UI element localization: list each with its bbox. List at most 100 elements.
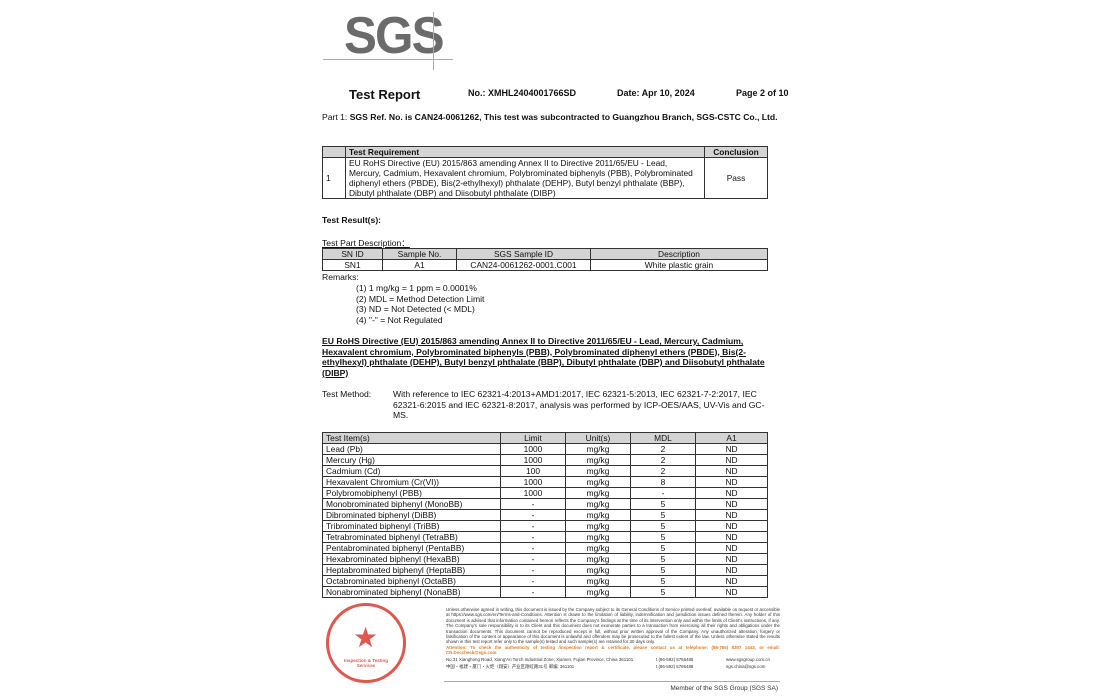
cell: ND (695, 531, 768, 543)
sgs-logo: SGS (344, 7, 445, 65)
table-row: Pentabrominated biphenyl (PentaBB) - mg/kg… (322, 542, 768, 554)
page-number: Page 2 of 10 (736, 88, 789, 98)
requirement-text: EU RoHS Directive (EU) 2015/863 amending… (345, 157, 705, 199)
cell: mg/kg (565, 542, 631, 554)
cell: mg/kg (565, 586, 631, 598)
address-en: No.31 Xianghong Road, Xiang'An Torch Ind… (446, 656, 634, 662)
col-header: Conclusion (704, 146, 768, 158)
col-header: MDL (630, 432, 696, 444)
table-row: Octabrominated biphenyl (OctaBB) - mg/kg 5 N… (322, 575, 768, 587)
part1-note: Part 1: SGS Ref. No. is CAN24-0061262, T… (322, 112, 778, 123)
attention-text: Attention: To check the authenticity of … (446, 644, 780, 656)
cell: - (500, 498, 566, 510)
cell: mg/kg (565, 498, 631, 510)
cell: 2 (630, 465, 696, 477)
cell: 1000 (500, 443, 566, 455)
cell: 2 (630, 443, 696, 455)
cell: ND (695, 476, 768, 488)
section-heading: EU RoHS Directive (EU) 2015/863 amending… (322, 336, 765, 378)
table-row: Hexavalent Chromium (Cr(VI)) 1000 mg/kg 8 ND (322, 476, 768, 488)
cell: Hexabrominated biphenyl (HexaBB) (322, 553, 501, 565)
cell: ND (695, 542, 768, 554)
cell: mg/kg (565, 476, 631, 488)
logo-horizontal-rule (323, 59, 453, 60)
cell: mg/kg (565, 454, 631, 466)
cell: mg/kg (565, 487, 631, 499)
cell: - (500, 542, 566, 554)
col-header: Test Requirement (345, 146, 705, 158)
cell: Mercury (Hg) (322, 454, 501, 466)
table-row: Mercury (Hg) 1000 mg/kg 2 ND (322, 454, 768, 466)
cell: - (500, 586, 566, 598)
test-method-label: Test Method: (322, 389, 372, 399)
cell: mg/kg (565, 509, 631, 521)
table-row: Tetrabrominated biphenyl (TetraBB) - mg/kg… (322, 531, 768, 543)
results-table: Test Item(s) Limit Unit(s) MDL A1 Lead (Pb) 1… (322, 432, 768, 598)
table-row: Hexabrominated biphenyl (HexaBB) - mg/kg 5 N… (322, 553, 768, 565)
cell: mg/kg (565, 575, 631, 587)
report-number: No.: XMHL2404001766SD (468, 88, 577, 98)
cell: 5 (630, 575, 696, 587)
remark-item: (1) 1 mg/kg = 1 ppm = 0.0001% (356, 283, 477, 293)
test-method-text: With reference to IEC 62321-4:2013+AMD1:… (393, 389, 765, 421)
cell: Lead (Pb) (322, 443, 501, 455)
cell: Dibrominated biphenyl (DiBB) (322, 509, 501, 521)
remarks-label: Remarks: (322, 272, 359, 282)
phone: t (86-592) 5766488 (656, 656, 694, 662)
cell: - (500, 553, 566, 565)
cell: 5 (630, 498, 696, 510)
disclaimer-text: Unless otherwise agreed in writing, this… (446, 607, 780, 645)
cell: - (500, 531, 566, 543)
report-date: Date: Apr 10, 2024 (617, 88, 695, 98)
cell: ND (695, 498, 768, 510)
remark-item: (4) "-" = Not Regulated (356, 314, 443, 325)
cell: 5 (630, 509, 696, 521)
table-row: Heptabrominated biphenyl (HeptaBB) - mg/kg… (322, 564, 768, 576)
requirement-table: Test Requirement Conclusion 1 EU RoHS Dire… (322, 146, 768, 199)
address-cn: 中国・福建・厦门・火炬（翔安）产业区翔虹路31号 邮编: 361101 (446, 664, 575, 670)
email[interactable]: sgs.china@sgs.com (726, 664, 766, 670)
logo-vertical-rule (433, 12, 434, 70)
cell: mg/kg (565, 531, 631, 543)
cell: Monobrominated biphenyl (MonoBB) (322, 498, 501, 510)
col-header: SN ID (322, 248, 383, 260)
table-row: Nonabrominated biphenyl (NonaBB) - mg/kg 5 N… (322, 586, 768, 598)
part1-text: SGS Ref. No. is CAN24-0061262, This test… (349, 112, 778, 122)
cell: ND (695, 553, 768, 565)
cell: mg/kg (565, 443, 631, 455)
cell: mg/kg (565, 553, 631, 565)
remarks-list: (1) 1 mg/kg = 1 ppm = 0.0001% (2) MDL = … (356, 283, 484, 325)
cell: 5 (630, 564, 696, 576)
cell: ND (695, 575, 768, 587)
col-header: Unit(s) (565, 432, 631, 444)
sgs-member-note: Member of the SGS Group (SGS SA) (670, 685, 778, 692)
conclusion: Pass (704, 157, 768, 199)
cell: Tetrabrominated biphenyl (TetraBB) (322, 531, 501, 543)
cell: Hexavalent Chromium (Cr(VI)) (322, 476, 501, 488)
sample-table: SN ID Sample No. SGS Sample ID Description … (322, 248, 768, 271)
col-header (322, 146, 346, 158)
cell: 1000 (500, 487, 566, 499)
phone: t (86-592) 5766488 (656, 664, 694, 670)
row-number: 1 (322, 157, 346, 199)
col-header: Test Item(s) (322, 432, 501, 444)
cell: 1000 (500, 454, 566, 466)
results-heading: Test Result(s): (322, 215, 382, 225)
cell: ND (695, 454, 768, 466)
cell: A1 (382, 259, 457, 271)
cell: 8 (630, 476, 696, 488)
cell: ND (695, 586, 768, 598)
table-row: Dibrominated biphenyl (DiBB) - mg/kg 5 ND (322, 509, 768, 521)
footer-rule (444, 681, 780, 682)
part1-prefix: Part 1: (322, 112, 350, 122)
cell: 5 (630, 553, 696, 565)
cell: ND (695, 520, 768, 532)
disclaimer: Unless otherwise agreed in writing, this… (446, 607, 780, 669)
cell: 100 (500, 465, 566, 477)
cell: Nonabrominated biphenyl (NonaBB) (322, 586, 501, 598)
website[interactable]: www.sgsgroup.com.cn (726, 656, 770, 662)
cell: ND (695, 465, 768, 477)
cell: 5 (630, 520, 696, 532)
table-row: SN1 A1 CAN24-0061262-0001.C001 White plasti… (322, 259, 768, 271)
col-header: Sample No. (382, 248, 457, 260)
